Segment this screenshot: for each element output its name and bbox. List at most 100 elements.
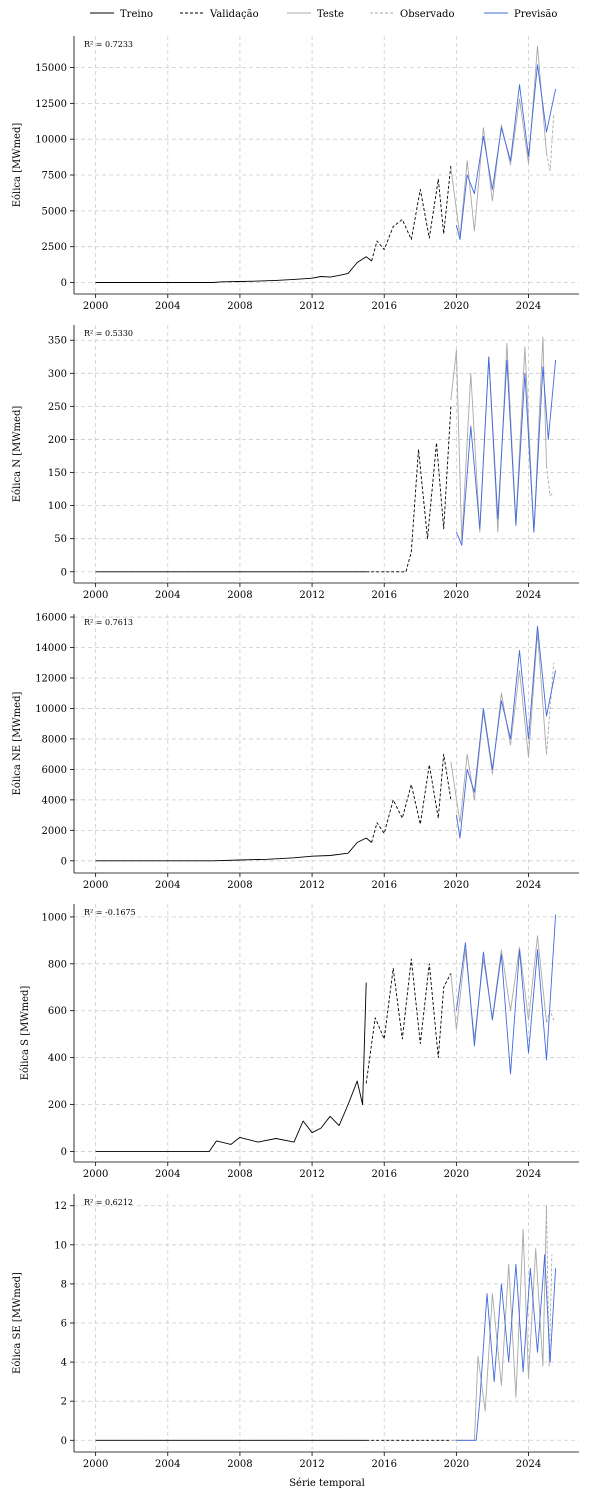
y-tick-label-4-6: 12 xyxy=(54,1201,67,1212)
legend-label-3: Observado xyxy=(400,9,454,20)
x-tick-label-1-1: 2004 xyxy=(155,590,180,601)
y-tick-label-4-5: 10 xyxy=(54,1240,67,1251)
series-1-validação xyxy=(366,406,452,573)
y-tick-label-3-0: 0 xyxy=(61,1147,67,1158)
y-axis-label-1: Eólica N [MWmed] xyxy=(12,406,23,503)
panel-4: 2000 2004 2008 2012 2016 2020 2024 0 2 4 6 8 10 12 Eól… xyxy=(12,1194,579,1470)
y-tick-label-2-3: 6000 xyxy=(42,765,67,776)
legend-entry-4: Previsão xyxy=(484,9,557,20)
x-tick-label-4-4: 2016 xyxy=(371,1459,396,1470)
y-tick-label-2-2: 4000 xyxy=(42,795,67,806)
x-tick-label-4-0: 2000 xyxy=(83,1459,108,1470)
series-0-teste xyxy=(450,45,547,238)
y-tick-label-2-1: 2000 xyxy=(42,826,67,837)
series-3-observado xyxy=(546,1010,555,1023)
y-tick-label-3-2: 400 xyxy=(48,1053,67,1064)
series-0-observado xyxy=(546,113,555,172)
y-tick-label-2-0: 0 xyxy=(61,856,67,867)
r2-annotation-4: R² = 0.6212 xyxy=(84,1198,133,1207)
y-tick-label-0-0: 0 xyxy=(61,278,67,289)
y-tick-label-1-6: 300 xyxy=(48,369,67,380)
x-tick-label-3-1: 2004 xyxy=(155,1169,180,1180)
legend-label-2: Teste xyxy=(317,9,344,20)
series-3-teste xyxy=(450,935,547,1040)
panel-0: 2000 2004 2008 2012 2016 2020 2024 0 2500 5000 750… xyxy=(12,36,579,312)
series-4-previsão xyxy=(456,1254,557,1441)
y-tick-label-0-6: 15000 xyxy=(35,63,67,74)
series-4-teste xyxy=(450,1205,547,1441)
panel-1: 2000 2004 2008 2012 2016 2020 2024 0 50 100 150 200… xyxy=(12,325,579,601)
r2-annotation-2: R² = 0.7613 xyxy=(84,618,133,627)
x-tick-label-0-5: 2020 xyxy=(444,301,469,312)
x-tick-label-3-2: 2008 xyxy=(227,1169,252,1180)
x-tick-label-4-2: 2008 xyxy=(227,1459,252,1470)
x-tick-label-0-2: 2008 xyxy=(227,301,252,312)
y-axis-label-3: Eólica S [MWmed] xyxy=(20,986,31,1081)
series-1-previsão xyxy=(455,356,557,546)
y-tick-label-1-5: 250 xyxy=(48,402,67,413)
x-tick-label-2-4: 2016 xyxy=(371,880,396,891)
y-tick-label-0-4: 10000 xyxy=(35,135,67,146)
y-tick-label-0-1: 2500 xyxy=(42,242,67,253)
legend-entry-1: Validação xyxy=(180,9,259,20)
x-tick-label-2-2: 2008 xyxy=(227,880,252,891)
legend-entry-2: Teste xyxy=(287,9,344,20)
x-tick-label-1-6: 2024 xyxy=(516,590,541,601)
series-0-validação xyxy=(371,164,452,262)
x-tick-label-1-5: 2020 xyxy=(444,590,469,601)
legend-entry-0: Treino xyxy=(90,9,153,20)
y-tick-label-1-2: 100 xyxy=(48,501,67,512)
x-tick-label-3-5: 2020 xyxy=(444,1169,469,1180)
x-tick-label-2-6: 2024 xyxy=(516,880,541,891)
series-2-previsão xyxy=(455,625,557,839)
y-tick-label-3-3: 600 xyxy=(48,1006,67,1017)
y-tick-label-4-1: 2 xyxy=(61,1397,67,1408)
r2-annotation-3: R² = -0.1675 xyxy=(84,908,136,917)
y-tick-label-1-1: 50 xyxy=(54,534,67,545)
x-axis-label: Série temporal xyxy=(289,1478,365,1489)
x-tick-label-0-3: 2012 xyxy=(299,301,324,312)
series-2-teste xyxy=(450,631,547,824)
x-tick-label-1-2: 2008 xyxy=(227,590,252,601)
series-3-previsão xyxy=(455,914,557,1075)
y-tick-label-2-7: 14000 xyxy=(35,643,67,654)
legend-entry-3: Observado xyxy=(370,9,454,20)
x-tick-label-2-5: 2020 xyxy=(444,880,469,891)
y-axis-label-2: Eólica NE [MWmed] xyxy=(12,691,23,795)
y-axis-label-4: Eólica SE [MWmed] xyxy=(12,1272,23,1374)
y-tick-label-2-4: 8000 xyxy=(42,734,67,745)
series-3-validação xyxy=(365,958,452,1084)
series-2-treino xyxy=(95,837,372,862)
r2-annotation-0: R² = 0.7233 xyxy=(84,40,133,49)
panels: 2000 2004 2008 2012 2016 2020 2024025005000750… xyxy=(12,36,579,1470)
legend-label-0: Treino xyxy=(120,9,153,20)
x-tick-label-3-6: 2024 xyxy=(516,1169,541,1180)
y-tick-label-0-5: 12500 xyxy=(35,99,67,110)
series-0-treino xyxy=(95,256,372,283)
r2-annotation-1: R² = 0.5330 xyxy=(84,329,133,338)
y-tick-label-1-4: 200 xyxy=(48,435,67,446)
y-tick-label-4-3: 6 xyxy=(61,1319,67,1330)
x-tick-label-0-4: 2016 xyxy=(371,301,396,312)
x-tick-label-0-0: 2000 xyxy=(83,301,108,312)
legend-label-1: Validação xyxy=(209,9,259,20)
y-tick-label-0-3: 7500 xyxy=(42,171,67,182)
y-tick-label-4-0: 0 xyxy=(61,1436,67,1447)
y-tick-label-0-2: 5000 xyxy=(42,206,67,217)
y-tick-label-1-0: 0 xyxy=(61,567,67,578)
series-0-previsão xyxy=(455,64,557,240)
x-tick-label-4-3: 2012 xyxy=(299,1459,324,1470)
series-2-observado xyxy=(546,662,555,755)
y-tick-label-3-4: 800 xyxy=(48,959,67,970)
x-tick-label-4-1: 2004 xyxy=(155,1459,180,1470)
x-tick-label-2-3: 2012 xyxy=(299,880,324,891)
x-tick-label-2-1: 2004 xyxy=(155,880,180,891)
y-tick-label-1-7: 350 xyxy=(48,336,67,347)
y-tick-label-2-5: 10000 xyxy=(35,704,67,715)
y-tick-label-1-3: 150 xyxy=(48,468,67,479)
series-4-observado xyxy=(546,1205,553,1367)
y-axis-label-0: Eólica [MWmed] xyxy=(12,123,23,208)
y-tick-label-3-5: 1000 xyxy=(42,912,67,923)
x-tick-label-0-1: 2004 xyxy=(155,301,180,312)
x-tick-label-4-5: 2020 xyxy=(444,1459,469,1470)
